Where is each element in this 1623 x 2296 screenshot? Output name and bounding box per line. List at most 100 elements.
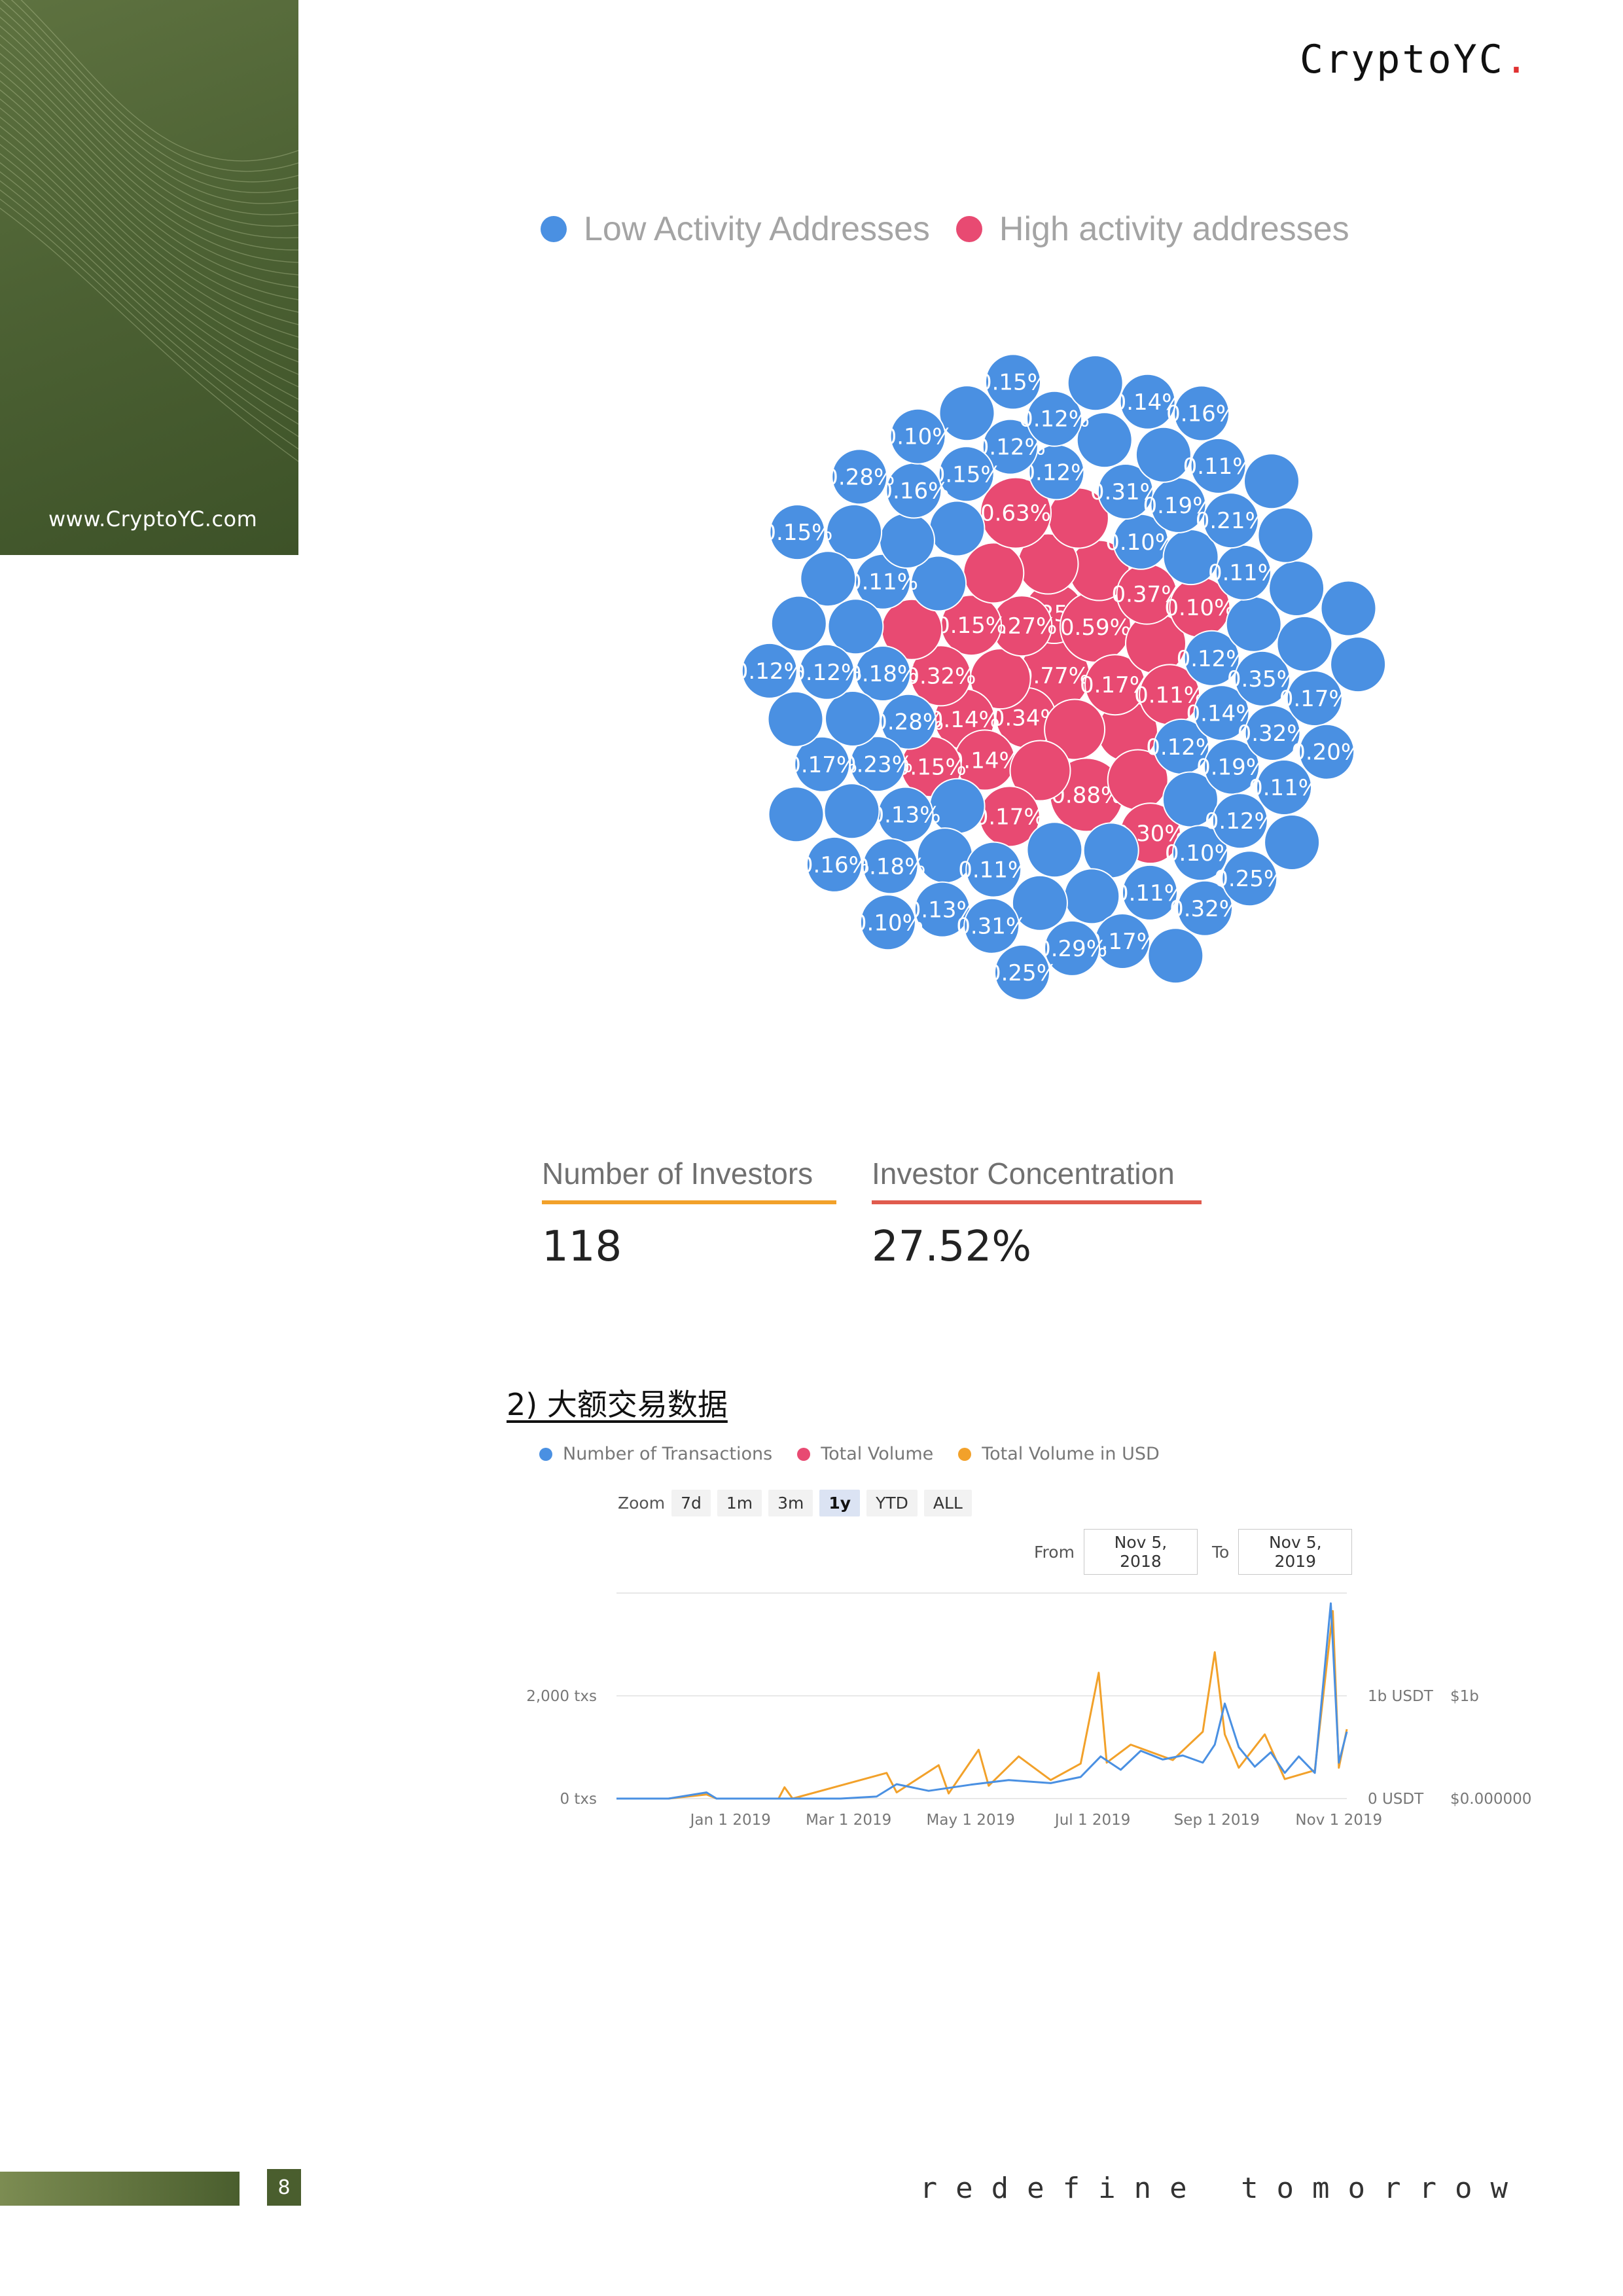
zoom-1y-button[interactable]: 1y: [819, 1490, 861, 1516]
bubble-label: 0.32%: [1238, 721, 1308, 747]
legend-label: Total Volume in USD: [982, 1444, 1160, 1464]
low-activity-bubble[interactable]: [1256, 759, 1313, 816]
low-activity-bubble[interactable]: [994, 944, 1050, 1001]
legend-marker: [958, 1447, 972, 1461]
series-line-total-volume-in-usd[interactable]: [616, 1610, 1348, 1800]
low-activity-bubble[interactable]: [1147, 927, 1204, 984]
low-activity-bubble[interactable]: [910, 555, 967, 612]
low-activity-bubble[interactable]: [1173, 385, 1230, 442]
legend-item-total-volume[interactable]: Total Volume: [797, 1444, 933, 1464]
low-activity-bubble[interactable]: [1076, 412, 1133, 469]
low-activity-bubble[interactable]: [938, 446, 995, 503]
low-activity-bubble[interactable]: [859, 894, 916, 951]
from-date-input[interactable]: Nov 5, 2018: [1083, 1529, 1198, 1575]
low-activity-bubble[interactable]: [1193, 685, 1250, 742]
low-activity-bubble[interactable]: [770, 595, 827, 652]
zoom-1m-button[interactable]: 1m: [717, 1490, 762, 1516]
zoom-3m-button[interactable]: 3m: [768, 1490, 813, 1516]
low-activity-bubble[interactable]: [855, 645, 912, 702]
low-activity-bubble[interactable]: [1320, 580, 1377, 637]
low-activity-bubble[interactable]: [982, 418, 1039, 475]
to-date-input[interactable]: Nov 5, 2019: [1238, 1529, 1353, 1575]
low-activity-bubble[interactable]: [1243, 453, 1300, 510]
low-activity-bubble[interactable]: [1183, 630, 1240, 687]
low-activity-bubble[interactable]: [831, 448, 888, 505]
bubble-label: 0.17%: [974, 804, 1045, 830]
bubble-label: 0.14%: [1186, 700, 1257, 726]
low-activity-bubble[interactable]: [1011, 874, 1068, 931]
low-activity-bubble[interactable]: [798, 643, 855, 700]
transactions-chart: 0 txs 2,000 txs 0 USDT $0.000000 1b USDT $1b J…: [526, 1592, 1531, 1829]
bubble-label: 0.11%: [1115, 880, 1185, 906]
low-activity-bubble[interactable]: [1298, 723, 1355, 780]
bubble-label: 0.20%: [1291, 740, 1362, 766]
low-activity-bubble[interactable]: [1026, 821, 1083, 878]
low-activity-bubble[interactable]: [1171, 825, 1228, 882]
bubble-label: 0.12%: [791, 660, 862, 686]
low-activity-bubble[interactable]: [741, 642, 798, 699]
low-activity-bubble[interactable]: [963, 897, 1020, 954]
series-line-number-of-transactions[interactable]: [616, 1602, 1348, 1800]
low-activity-bubble[interactable]: [1202, 492, 1259, 549]
bubble-label: 0.11%: [958, 857, 1029, 884]
low-activity-bubble[interactable]: [1330, 636, 1387, 693]
low-activity-bubble[interactable]: [1190, 437, 1247, 494]
low-activity-bubble[interactable]: [767, 691, 824, 747]
low-activity-bubble[interactable]: [1135, 426, 1192, 483]
y-right-usd-tick-label: $1b: [1450, 1688, 1479, 1705]
bubble-label: 0.11%: [1249, 775, 1319, 801]
low-activity-bubble[interactable]: [1276, 615, 1333, 672]
low-activity-bubble[interactable]: [1264, 814, 1321, 870]
low-activity-bubble[interactable]: [938, 385, 995, 442]
low-activity-bubble[interactable]: [800, 550, 857, 607]
low-activity-bubble[interactable]: [1122, 864, 1178, 921]
low-activity-bubble[interactable]: [806, 836, 863, 893]
low-activity-bubble[interactable]: [1244, 705, 1301, 761]
low-activity-bubble[interactable]: [1044, 920, 1101, 977]
low-activity-bubble[interactable]: [965, 841, 1022, 898]
wave-pattern-decoration: [0, 0, 298, 462]
legend-high-activity[interactable]: High activity addresses: [955, 209, 1349, 249]
low-activity-bubble[interactable]: [1211, 793, 1268, 850]
legend-item-transactions[interactable]: Number of Transactions: [539, 1444, 772, 1464]
low-activity-bubble[interactable]: [862, 838, 919, 895]
low-activity-bubble[interactable]: [826, 504, 883, 560]
low-activity-bubble[interactable]: [1234, 650, 1291, 707]
zoom-all-button[interactable]: ALL: [923, 1490, 972, 1516]
stat-underline: [872, 1200, 1202, 1204]
bubble-label: 0.13%: [870, 802, 940, 829]
section-title: 2) 大额交易数据: [507, 1387, 728, 1422]
low-activity-bubble[interactable]: [823, 783, 880, 840]
zoom-7d-button[interactable]: 7d: [671, 1490, 711, 1516]
low-activity-bubble[interactable]: [1097, 463, 1154, 520]
x-tick-label: Jul 1 2019: [1054, 1812, 1131, 1829]
low-activity-bubble[interactable]: [1067, 355, 1124, 412]
high-activity-bubble[interactable]: [1009, 740, 1071, 802]
low-activity-bubble[interactable]: [1177, 880, 1234, 937]
low-activity-bubble[interactable]: [1257, 507, 1314, 564]
x-tick-label: Mar 1 2019: [806, 1812, 891, 1829]
legend-item-total-volume-usd[interactable]: Total Volume in USD: [958, 1444, 1160, 1464]
low-activity-bubble[interactable]: [880, 693, 937, 750]
website-url[interactable]: www.CryptoYC.com: [48, 507, 258, 531]
stat-label: Number of Investors: [542, 1157, 813, 1191]
low-activity-bubble[interactable]: [1221, 850, 1278, 907]
low-activity-bubble[interactable]: [827, 598, 884, 655]
bubble-label: 0.16%: [799, 852, 870, 878]
low-activity-bubble[interactable]: [1026, 390, 1083, 447]
legend-low-activity[interactable]: Low Activity Addresses: [541, 209, 930, 249]
low-activity-bubble[interactable]: [985, 353, 1041, 410]
low-activity-bubble[interactable]: [769, 504, 826, 561]
low-activity-bubble[interactable]: [825, 691, 881, 747]
stat-number-of-investors: Number of Investors 118: [542, 1156, 836, 1271]
low-activity-bubble[interactable]: [889, 408, 946, 465]
zoom-ytd-button[interactable]: YTD: [866, 1490, 918, 1516]
low-activity-bubble[interactable]: [768, 786, 825, 843]
bubble-label: 0.18%: [855, 853, 925, 880]
low-activity-bubble[interactable]: [794, 736, 851, 793]
low-activity-bubble[interactable]: [1119, 373, 1176, 430]
x-tick-label: Jan 1 2019: [689, 1812, 771, 1829]
low-activity-bubble[interactable]: [1286, 670, 1343, 726]
stat-value: 118: [542, 1223, 622, 1271]
x-tick-label: Nov 1 2019: [1295, 1812, 1382, 1829]
